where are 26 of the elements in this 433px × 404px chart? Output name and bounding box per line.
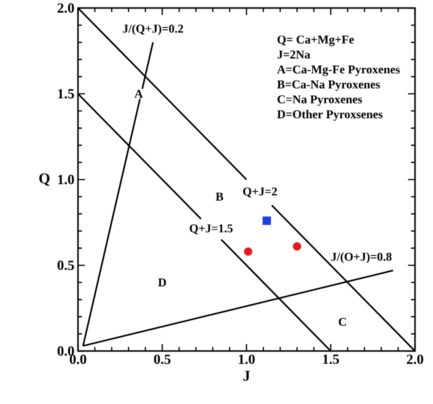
annotation: B (216, 192, 224, 201)
legend-label: J/(O+J)=0.8 (331, 252, 392, 264)
y-tick-label: 0.5 (58, 260, 74, 270)
annotation: C (338, 318, 346, 326)
annotation: A=Ca-Mg-Fe Pyroxenes (277, 65, 400, 76)
annotation: B=Ca-Na Pyroxenes (277, 80, 380, 91)
x-tick-label: 2.0 (406, 354, 424, 364)
y-tick-label: 2.0 (58, 3, 74, 13)
series-label: Q+J=2 (243, 187, 277, 198)
x-tick-label: 1.5 (323, 354, 339, 364)
annotation: Q= Ca+Mg+Fe (278, 36, 354, 46)
series-label: J/(Q+J)=0.2 (122, 24, 184, 36)
annotation: J=2Na (278, 50, 310, 59)
y-tick-label: 1.0 (58, 174, 74, 184)
x-tick-label: 0.0 (70, 354, 86, 364)
x-axis-title: J (243, 370, 250, 381)
annotation: C=Na Pyroxenes (278, 95, 362, 106)
y-axis-title: Q (39, 173, 50, 186)
y-tick-label: 0.0 (58, 346, 74, 356)
y-tick-label: 1.5 (58, 89, 74, 98)
x-tick-label: 1.0 (238, 354, 255, 364)
x-tick-label: 0.5 (154, 354, 170, 364)
annotation: D=Other Pyroxsenes (277, 110, 383, 121)
series-label: Q+J=1.5 (190, 224, 233, 234)
annotation: D (158, 278, 166, 286)
annotation: A (134, 90, 143, 98)
